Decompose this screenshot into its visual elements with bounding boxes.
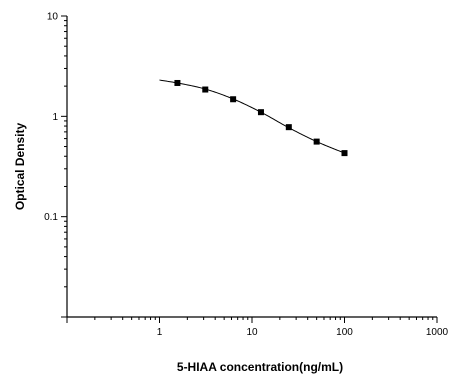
data-point xyxy=(341,150,348,157)
data-point xyxy=(257,109,264,116)
plot-area xyxy=(159,79,348,157)
y-tick-label: 1 xyxy=(52,112,58,123)
y-tick-label: 0.1 xyxy=(44,212,58,223)
x-tick-label: 100 xyxy=(336,327,353,338)
fit-curve xyxy=(159,79,345,154)
data-point xyxy=(174,79,181,86)
x-tick-label: 1 xyxy=(157,327,163,338)
x-axis-title: 5-HIAA concentration(ng/mL) xyxy=(177,360,343,374)
data-points xyxy=(174,79,348,157)
data-point xyxy=(313,138,320,145)
y-axis-title: Optical Density xyxy=(13,122,27,210)
x-tick-label: 1000 xyxy=(426,327,449,338)
x-ticks: 1 10 100 1000 xyxy=(66,317,449,338)
data-point xyxy=(202,86,209,93)
x-tick-label: 10 xyxy=(246,327,258,338)
data-point xyxy=(230,96,237,103)
axes xyxy=(66,16,437,318)
y-tick-label: 10 xyxy=(47,12,59,23)
data-point xyxy=(285,124,292,131)
y-ticks: 0.1 1 10 xyxy=(44,12,67,318)
